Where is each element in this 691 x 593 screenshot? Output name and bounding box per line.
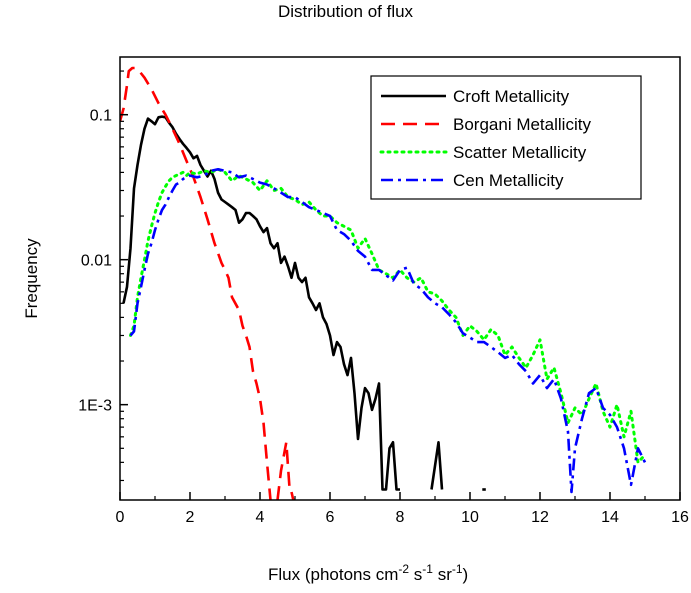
chart-title: Distribution of flux <box>277 2 414 21</box>
legend-label-3: Cen Metallicity <box>453 171 564 190</box>
y-tick-label: 0.01 <box>81 253 112 270</box>
series-line-1 <box>120 66 272 500</box>
y-tick-label: 0.1 <box>90 108 112 125</box>
legend-label-2: Scatter Metallicity <box>453 143 587 162</box>
series-line-0 <box>122 115 400 491</box>
x-tick-label: 2 <box>186 509 195 526</box>
x-tick-label: 6 <box>326 509 335 526</box>
x-axis-title-exp2: -1 <box>422 562 433 576</box>
x-axis-title-suffix: ) <box>463 565 469 584</box>
series-line-2 <box>129 167 647 464</box>
series-line-0-part-1 <box>430 441 444 490</box>
series-line-3 <box>129 168 647 494</box>
x-axis-title-exp3: -1 <box>452 562 463 576</box>
x-tick-label: 8 <box>396 509 405 526</box>
x-axis-title-prefix: Flux (photons cm <box>268 565 398 584</box>
axis-ticks: 0 2 4 6 8 10 12 14 16 1E-3 0.01 0.1 <box>78 70 689 526</box>
x-tick-label: 0 <box>116 509 125 526</box>
legend: Croft Metallicity Borgani Metallicity Scat… <box>370 75 642 200</box>
series-line-1-part-2 <box>290 491 295 500</box>
x-tick-label: 4 <box>256 509 265 526</box>
x-axis-title-mid1: s <box>409 565 422 584</box>
x-tick-label: 12 <box>531 509 549 526</box>
x-tick-label: 16 <box>671 509 689 526</box>
x-axis-title-exp1: -2 <box>398 562 409 576</box>
x-axis-title-mid2: sr <box>433 565 452 584</box>
x-tick-label: 14 <box>601 509 619 526</box>
series-line-1-part-1 <box>276 441 292 500</box>
plot-lines <box>120 66 647 500</box>
y-axis-title: Frequency <box>22 238 41 319</box>
legend-label-0: Croft Metallicity <box>453 87 570 106</box>
x-axis-title: Flux (photons cm-2 s-1 sr-1) <box>268 562 468 584</box>
x-tick-label: 10 <box>461 509 479 526</box>
legend-label-1: Borgani Metallicity <box>453 115 591 134</box>
y-tick-label: 1E-3 <box>78 398 112 415</box>
